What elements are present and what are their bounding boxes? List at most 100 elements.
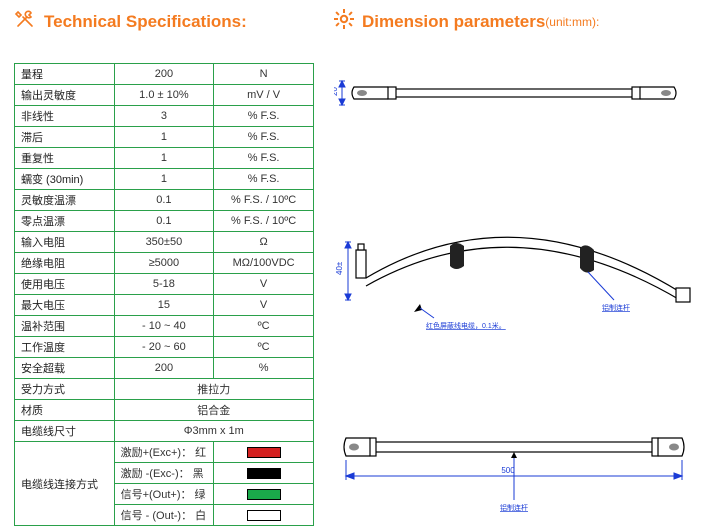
table-row: 绝缘电阻≥5000MΩ/100VDC <box>15 253 314 274</box>
heading-tech-spec: Technical Specifications: <box>14 8 334 35</box>
spec-unit: N <box>214 64 314 85</box>
headers-row: Technical Specifications: <box>14 8 695 35</box>
spec-value: 200 <box>114 358 214 379</box>
table-row: 输入电阻350±50Ω <box>15 232 314 253</box>
spec-unit: ºC <box>214 316 314 337</box>
color-swatch <box>247 489 281 500</box>
spec-value: Φ3mm x 1m <box>114 421 313 442</box>
spec-unit: % F.S. <box>214 106 314 127</box>
spec-label: 重复性 <box>15 148 115 169</box>
wire-label: 信号+(Out+)： 绿 <box>114 484 214 505</box>
spec-value: - 20 ~ 60 <box>114 337 214 358</box>
color-swatch <box>247 468 281 479</box>
spec-value: 1 <box>114 127 214 148</box>
spec-label: 非线性 <box>15 106 115 127</box>
spec-unit: V <box>214 274 314 295</box>
spec-label: 量程 <box>15 64 115 85</box>
dim-bottom-h: 500 <box>501 466 515 475</box>
content-row: 量程200N输出灵敏度1.0 ± 10%mV / V非线性3% F.S.滞后1%… <box>14 63 695 526</box>
dim-top-vert: 20 <box>334 87 339 96</box>
diagrams-column: 20 <box>314 63 695 526</box>
spec-unit: Ω <box>214 232 314 253</box>
spec-label: 安全超载 <box>15 358 115 379</box>
spec-label: 输出灵敏度 <box>15 85 115 106</box>
spec-value: 推拉力 <box>114 379 313 400</box>
spec-value: 1 <box>114 148 214 169</box>
wire-swatch-cell <box>214 505 314 526</box>
heading-dim-params: Dimension parameters (unit:mm): <box>334 8 695 35</box>
table-row: 电缆线连接方式激励+(Exc+)： 红 <box>15 442 314 463</box>
gear-icon <box>334 9 354 34</box>
wire-swatch-cell <box>214 463 314 484</box>
spec-table: 量程200N输出灵敏度1.0 ± 10%mV / V非线性3% F.S.滞后1%… <box>14 63 314 526</box>
color-swatch <box>247 447 281 458</box>
spec-label: 电缆线尺寸 <box>15 421 115 442</box>
table-row: 安全超载200% <box>15 358 314 379</box>
table-row: 零点温漂0.1% F.S. / 10ºC <box>15 211 314 232</box>
spec-value: 3 <box>114 106 214 127</box>
table-row: 电缆线尺寸Φ3mm x 1m <box>15 421 314 442</box>
spec-unit: V <box>214 295 314 316</box>
table-row: 最大电压15V <box>15 295 314 316</box>
wire-label: 激励+(Exc+)： 红 <box>114 442 214 463</box>
spec-unit: % F.S. / 10ºC <box>214 190 314 211</box>
spec-unit: % <box>214 358 314 379</box>
spec-label: 绝缘电阻 <box>15 253 115 274</box>
callout-mid-2: 铝制连杆 <box>602 303 630 312</box>
dim-mid-vert: 40± <box>335 261 344 275</box>
table-row: 滞后1% F.S. <box>15 127 314 148</box>
spec-label: 受力方式 <box>15 379 115 400</box>
spec-unit: % F.S. <box>214 127 314 148</box>
spec-unit: mV / V <box>214 85 314 106</box>
spec-value: 1.0 ± 10% <box>114 85 214 106</box>
spec-value: 0.1 <box>114 190 214 211</box>
table-row: 材质铝合金 <box>15 400 314 421</box>
spec-unit: % F.S. <box>214 148 314 169</box>
spec-label: 灵敏度温漂 <box>15 190 115 211</box>
diagram-top: 20 <box>334 63 694 123</box>
table-row: 工作温度- 20 ~ 60ºC <box>15 337 314 358</box>
wire-label: 激励 -(Exc-)： 黑 <box>114 463 214 484</box>
table-row: 灵敏度温漂0.1% F.S. / 10ºC <box>15 190 314 211</box>
spec-label: 蠕变 (30min) <box>15 169 115 190</box>
spec-label: 使用电压 <box>15 274 115 295</box>
spec-unit: ºC <box>214 337 314 358</box>
wire-swatch-cell <box>214 484 314 505</box>
spec-label: 滞后 <box>15 127 115 148</box>
spec-label: 最大电压 <box>15 295 115 316</box>
cable-group-label: 电缆线连接方式 <box>15 442 115 526</box>
spec-value: 5-18 <box>114 274 214 295</box>
spec-value: 1 <box>114 169 214 190</box>
heading-dim-text: Dimension parameters <box>362 12 545 32</box>
table-row: 温补范围- 10 ~ 40ºC <box>15 316 314 337</box>
table-row: 输出灵敏度1.0 ± 10%mV / V <box>15 85 314 106</box>
spec-value: 0.1 <box>114 211 214 232</box>
heading-tech-spec-text: Technical Specifications: <box>44 12 247 32</box>
spec-label: 工作温度 <box>15 337 115 358</box>
table-row: 非线性3% F.S. <box>15 106 314 127</box>
spec-label: 零点温漂 <box>15 211 115 232</box>
spec-table-container: 量程200N输出灵敏度1.0 ± 10%mV / V非线性3% F.S.滞后1%… <box>14 63 314 526</box>
callout-bottom: 铝制连杆 <box>500 503 528 512</box>
spec-unit: % F.S. / 10ºC <box>214 211 314 232</box>
spec-unit: % F.S. <box>214 169 314 190</box>
spec-label: 输入电阻 <box>15 232 115 253</box>
spec-value: 200 <box>114 64 214 85</box>
table-row: 重复性1% F.S. <box>15 148 314 169</box>
table-row: 受力方式推拉力 <box>15 379 314 400</box>
heading-dim-unit: (unit:mm): <box>545 15 599 29</box>
spec-value: 铝合金 <box>114 400 313 421</box>
table-row: 使用电压5-18V <box>15 274 314 295</box>
diagram-bottom: 500 铝制连杆 <box>334 416 694 526</box>
spec-value: 350±50 <box>114 232 214 253</box>
spec-label: 材质 <box>15 400 115 421</box>
table-row: 蠕变 (30min)1% F.S. <box>15 169 314 190</box>
spec-value: - 10 ~ 40 <box>114 316 214 337</box>
tools-icon <box>14 8 36 35</box>
spec-value: 15 <box>114 295 214 316</box>
diagram-middle: 40± 红色屏蔽线电缆，0.1米。 铝制连杆 <box>334 200 694 340</box>
wire-swatch-cell <box>214 442 314 463</box>
table-row: 量程200N <box>15 64 314 85</box>
color-swatch <box>247 510 281 521</box>
spec-label: 温补范围 <box>15 316 115 337</box>
